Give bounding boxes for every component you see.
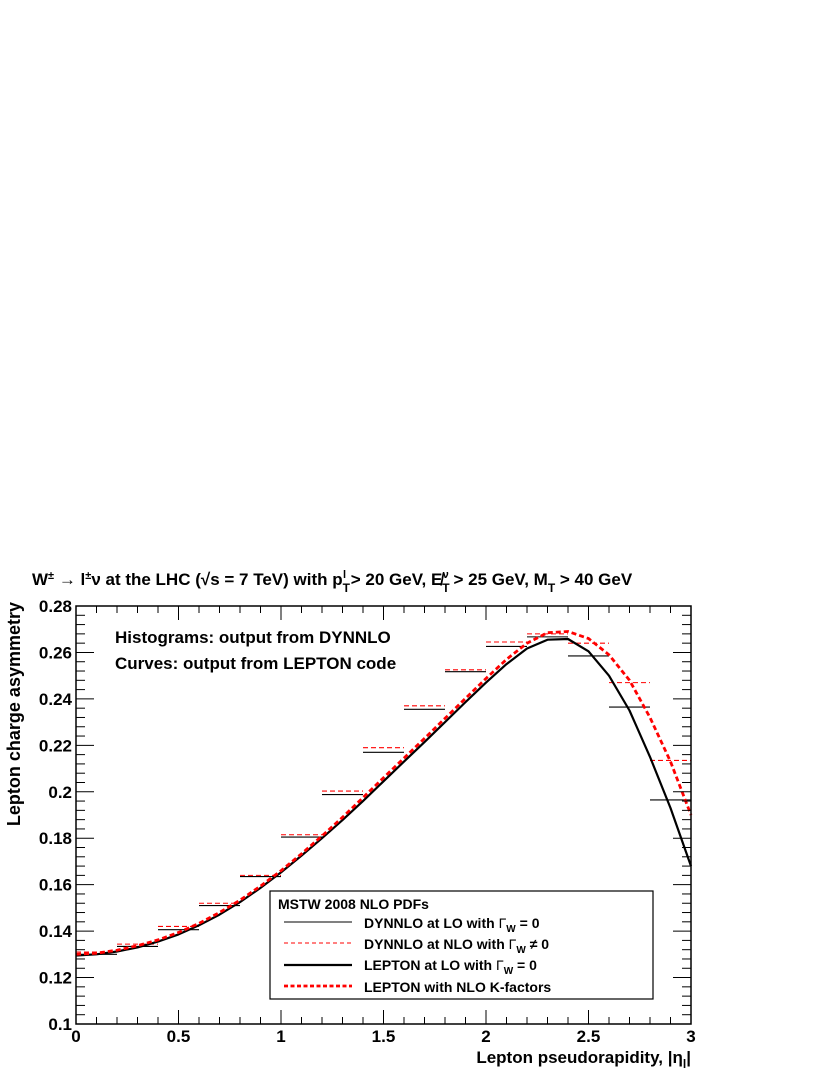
chart-title: W± → l±ν at the LHC (√s = 7 TeV) with pT…	[32, 569, 633, 595]
y-tick-label: 0.28	[39, 597, 72, 616]
x-tick-label: 1.5	[372, 1027, 396, 1046]
x-tick-label: 2	[481, 1027, 490, 1046]
lepton-lo-curve	[75, 637, 693, 957]
x-tick-label: 3	[686, 1027, 695, 1046]
legend-label-dynnlo-nlo: DYNNLO at NLO with ΓW ≠ 0	[364, 936, 549, 956]
x-axis-label: Lepton pseudorapidity, |ηl|	[476, 1048, 691, 1071]
legend: MSTW 2008 NLO PDFs DYNNLO at LO with ΓW …	[269, 890, 654, 1000]
legend-box	[269, 890, 654, 1000]
y-tick-label: 0.12	[39, 969, 72, 988]
x-tick-label: 2.5	[577, 1027, 601, 1046]
y-tick-label: 0.14	[39, 922, 73, 941]
annotation-curves: Curves: output from LEPTON code	[115, 654, 396, 673]
legend-title: MSTW 2008 NLO PDFs	[278, 896, 429, 912]
x-tick-label: 0.5	[167, 1027, 191, 1046]
annotation-histograms: Histograms: output from DYNNLO	[115, 628, 391, 647]
y-tick-label: 0.1	[48, 1015, 72, 1034]
x-tick-label: 1	[276, 1027, 285, 1046]
axis-ticks: 0 0.5 1 1.5 2 2.5 3 0.1 0.12 0.14 0.16 0.18 0.2 0.22 0…	[39, 597, 696, 1046]
legend-label-lepton-lo: LEPTON at LO with ΓW = 0	[364, 957, 537, 977]
y-tick-label: 0.22	[39, 736, 72, 755]
legend-label-lepton-k: LEPTON with NLO K-factors	[364, 979, 551, 995]
y-tick-label: 0.26	[39, 643, 72, 662]
lepton-nlo-k-curve	[75, 630, 693, 956]
y-tick-label: 0.16	[39, 876, 72, 895]
y-tick-label: 0.18	[39, 829, 72, 848]
y-tick-label: 0.2	[48, 783, 72, 802]
y-axis-label: Lepton charge asymmetry	[4, 602, 24, 826]
legend-label-dynnlo-lo: DYNNLO at LO with ΓW = 0	[364, 915, 540, 935]
x-tick-label: 0	[71, 1027, 80, 1046]
y-tick-label: 0.24	[39, 690, 73, 709]
curve-layer	[75, 630, 693, 957]
